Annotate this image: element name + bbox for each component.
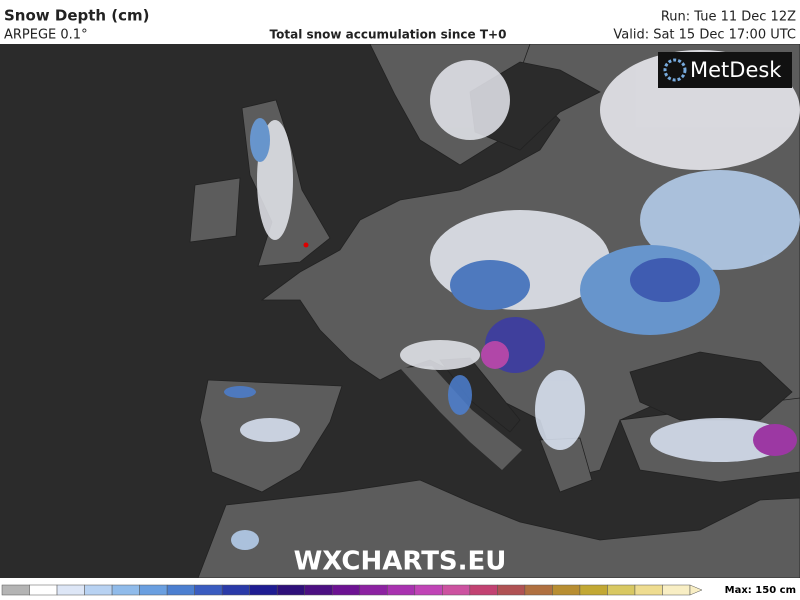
snow-patch <box>650 418 790 462</box>
colorbar-segment <box>442 584 471 596</box>
colorbar-segment <box>29 584 58 596</box>
colorbar-segment <box>166 584 195 596</box>
watermark: WXCHARTS.EU <box>294 547 507 577</box>
colorbar-arrow <box>689 584 703 596</box>
valid: Valid: Sat 15 Dec 17:00 UTC <box>613 28 796 43</box>
colorbar-segment <box>662 584 691 596</box>
colorbar-segment <box>579 584 608 596</box>
london-marker <box>303 242 309 248</box>
ireland <box>189 177 241 243</box>
snow-patch <box>231 530 259 550</box>
snow-patch <box>753 424 797 456</box>
snow-patch <box>400 340 480 370</box>
colorbar-segment <box>276 584 305 596</box>
colorbar-segment <box>552 584 581 596</box>
colorbar-segment <box>387 584 416 596</box>
colorbar-segment <box>84 584 113 596</box>
logo-box <box>658 52 792 88</box>
subtitle: Total snow accumulation since T+0 <box>270 28 507 42</box>
snow-patch <box>448 375 472 415</box>
colorbar-segment <box>221 584 250 596</box>
snow-patch <box>240 418 300 442</box>
colorbar <box>1 584 703 596</box>
snow-patch <box>535 370 585 450</box>
italy <box>400 366 522 470</box>
colorbar-segment <box>469 584 498 596</box>
colorbar-segment <box>139 584 168 596</box>
colorbar-segment <box>249 584 278 596</box>
logo-icon <box>663 58 687 82</box>
north-africa <box>197 479 800 578</box>
colorbar-segment <box>607 584 636 596</box>
model: ARPEGE 0.1° <box>4 28 88 43</box>
snow-patch <box>481 341 509 369</box>
colorbar-segment <box>497 584 526 596</box>
colorbar-segment <box>524 584 553 596</box>
colorbar-segment <box>56 584 85 596</box>
colorbar-segment <box>194 584 223 596</box>
colorbar-segment <box>414 584 443 596</box>
colorbar-segment <box>1 584 30 596</box>
snow-cover <box>224 50 800 550</box>
snow-patch <box>640 170 800 270</box>
colorbar-segment <box>111 584 140 596</box>
colorbar-segment <box>331 584 361 596</box>
snow-patch <box>224 386 256 398</box>
colorbar-segment <box>634 584 663 596</box>
run: Run: Tue 11 Dec 12Z <box>661 10 796 25</box>
title: Snow Depth (cm) <box>4 7 150 25</box>
colorbar-max-label: Max: 150 cm <box>725 585 796 596</box>
colorbar-segment <box>304 584 333 596</box>
snow-patch <box>430 60 510 140</box>
colorbar-segment <box>359 584 388 596</box>
map: MetDesk WXCHARTS.EU <box>0 44 800 578</box>
black-sea <box>629 351 793 421</box>
snow-patch <box>250 118 270 162</box>
logo-text: MetDesk <box>690 58 782 82</box>
snow-patch <box>450 260 530 310</box>
snow-patch <box>630 258 700 302</box>
